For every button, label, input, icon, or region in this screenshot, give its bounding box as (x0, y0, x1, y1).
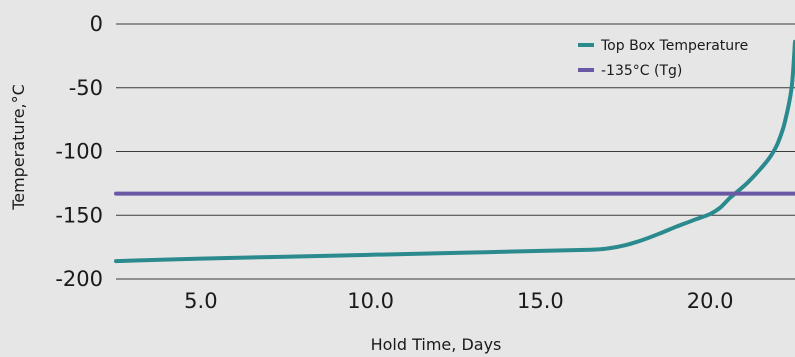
legend-label-tg: -135°C (Tg) (601, 63, 682, 79)
x-tick-label-3: 20.0 (687, 289, 734, 313)
x-axis-title: Hold Time, Days (371, 335, 502, 354)
legend-label-top-box: Top Box Temperature (600, 38, 748, 54)
y-tick-labels: 0 -50 -100 -150 -200 (55, 12, 103, 291)
x-tick-label-2: 15.0 (517, 289, 564, 313)
x-tick-labels: 5.0 10.0 15.0 20.0 (184, 289, 733, 313)
series-line-0 (114, 39, 795, 264)
x-tick-label-1: 10.0 (347, 289, 394, 313)
legend: Top Box Temperature -135°C (Tg) (578, 38, 748, 79)
y-axis-title: Temperature,°C (9, 84, 28, 211)
y-tick-label-4: -200 (55, 267, 103, 291)
y-tick-label-3: -150 (55, 203, 103, 227)
y-tick-label-2: -100 (55, 140, 103, 164)
y-tick-label-0: 0 (90, 12, 103, 36)
series-lines (114, 39, 795, 264)
y-tick-label-1: -50 (69, 76, 103, 100)
gridlines (116, 23, 795, 280)
x-tick-label-0: 5.0 (184, 289, 217, 313)
